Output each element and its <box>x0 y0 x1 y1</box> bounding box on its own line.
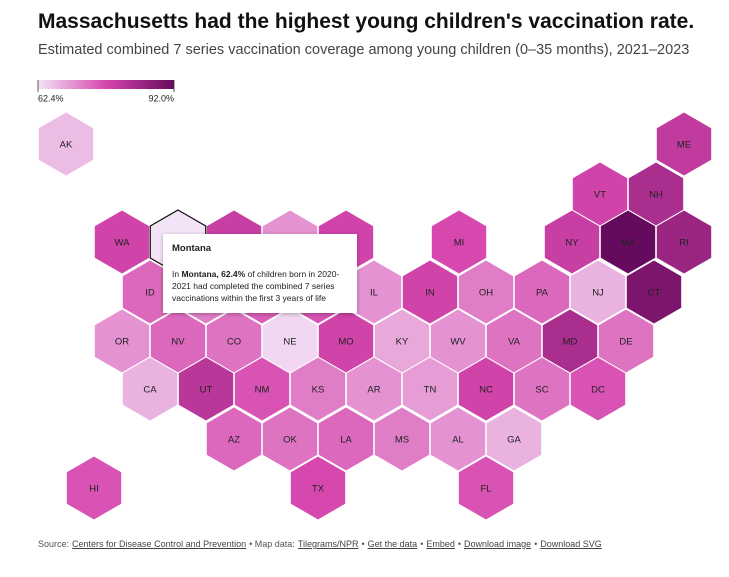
state-label: UT <box>200 385 213 396</box>
state-label: ME <box>677 140 691 151</box>
state-label: GA <box>507 435 521 446</box>
state-hex <box>121 356 179 422</box>
state-hex <box>401 259 459 325</box>
state-hex <box>513 259 571 325</box>
state-label: MA <box>621 238 636 249</box>
state-label: NJ <box>592 288 604 299</box>
state-label: ID <box>145 288 155 299</box>
state-label: RI <box>679 238 689 249</box>
footer-link[interactable]: Tilegrams/NPR <box>297 539 359 549</box>
state-label: DE <box>619 337 632 348</box>
state-hex <box>457 259 515 325</box>
tooltip-title: Montana <box>172 243 212 254</box>
state-label: DC <box>591 385 605 396</box>
state-hex <box>457 356 515 422</box>
state-label: FL <box>480 484 491 495</box>
tooltip-text: In <box>172 268 182 279</box>
state-label: NV <box>171 337 185 348</box>
state-label: WA <box>115 238 131 249</box>
footer-link[interactable]: Download image <box>464 539 532 549</box>
state-hex <box>65 455 123 521</box>
state-hex <box>569 259 627 325</box>
subtitle: Estimated combined 7 series vaccination … <box>38 42 690 58</box>
state-hex <box>655 209 713 275</box>
state-hex <box>655 111 713 177</box>
state-label: OK <box>283 435 297 446</box>
tooltip-text: of children born in 2020-2021 had comple… <box>172 268 340 304</box>
tooltip-highlight: Montana, 62.4% <box>181 268 246 279</box>
state-label: WV <box>450 337 466 348</box>
footer-link[interactable]: Download SVG <box>540 539 602 549</box>
state-label: NC <box>479 385 493 396</box>
state-label: MS <box>395 435 409 446</box>
state-label: KY <box>396 337 409 348</box>
state-label: IN <box>425 288 435 299</box>
legend-bar <box>38 80 174 89</box>
state-label: NE <box>283 337 296 348</box>
state-label: AL <box>452 435 464 446</box>
footer-text: • <box>534 539 538 549</box>
legend-label: 92.0% <box>148 93 174 103</box>
footer-link[interactable]: Get the data <box>367 539 418 549</box>
state-hex <box>599 209 657 275</box>
footer: Source: Centers for Disease Control and P… <box>38 539 605 549</box>
state-label: AK <box>60 140 73 151</box>
state-label: NM <box>255 385 270 396</box>
state-hex <box>430 209 488 275</box>
footer-link[interactable]: Centers for Disease Control and Preventi… <box>72 539 247 549</box>
state-hex <box>513 356 571 422</box>
state-label: MI <box>454 238 465 249</box>
state-hex <box>457 455 515 521</box>
state-label: NH <box>649 190 663 201</box>
state-label: MO <box>338 337 353 348</box>
state-hex <box>317 406 375 472</box>
state-label: AZ <box>228 435 240 446</box>
legend-label: 62.4% <box>38 93 64 103</box>
state-label: SC <box>535 385 548 396</box>
footer-text: • <box>457 539 462 549</box>
state-hex <box>205 406 263 472</box>
state-label: TN <box>424 385 437 396</box>
state-hex <box>345 356 403 422</box>
state-label: TX <box>312 484 325 495</box>
state-hex <box>485 406 543 472</box>
state-hex <box>289 455 347 521</box>
state-hex <box>429 406 487 472</box>
state-label: OR <box>115 337 129 348</box>
state-hex <box>233 356 291 422</box>
state-label: CO <box>227 337 241 348</box>
footer-text: • <box>361 539 365 549</box>
state-label: LA <box>340 435 352 446</box>
footer-link[interactable]: Embed <box>426 539 455 549</box>
state-hex <box>569 356 627 422</box>
state-label: AR <box>367 385 380 396</box>
state-label: VA <box>508 337 521 348</box>
footer-text: Source: <box>38 539 70 549</box>
state-label: IL <box>370 288 378 299</box>
state-label: KS <box>312 385 325 396</box>
state-hex <box>373 406 431 472</box>
state-label: PA <box>536 288 549 299</box>
footer-text: • Map data: <box>249 539 295 549</box>
state-label: HI <box>89 484 99 495</box>
state-hex <box>37 111 95 177</box>
state-label: CT <box>648 288 661 299</box>
state-label: MD <box>563 337 578 348</box>
hex-map: 62.4% 92.0% AK ME VT NH WA MI NY MA RI ID IL IN OH PA NJ… <box>37 80 713 521</box>
tooltip: Montana In Montana, 62.4% of children bo… <box>163 234 357 313</box>
state-label: VT <box>594 190 606 201</box>
state-label: OH <box>479 288 493 299</box>
state-hex <box>177 356 235 422</box>
footer-text: • <box>420 539 424 549</box>
title: Massachusetts had the highest young chil… <box>38 10 695 33</box>
state-hex <box>625 259 683 325</box>
state-label: NY <box>565 238 579 249</box>
state-hex <box>289 356 347 422</box>
state-hex <box>261 406 319 472</box>
state-hex <box>543 209 601 275</box>
state-hex <box>401 356 459 422</box>
state-label: CA <box>143 385 157 396</box>
